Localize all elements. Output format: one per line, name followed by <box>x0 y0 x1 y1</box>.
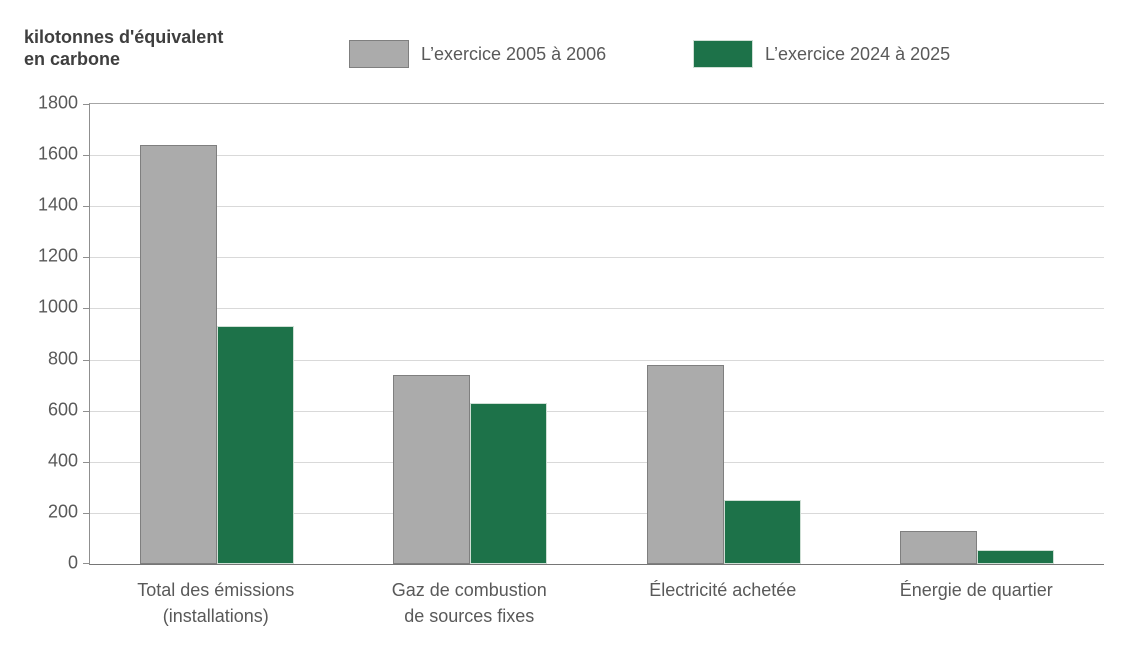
legend-label: L’exercice 2024 à 2025 <box>765 43 951 64</box>
bar <box>139 144 217 564</box>
legend-label: L’exercice 2005 à 2006 <box>421 43 607 64</box>
y-tick-label: 1200 <box>37 245 78 266</box>
gridline <box>90 410 1104 412</box>
axis-tick <box>83 359 90 361</box>
axis-tick <box>83 563 90 564</box>
legend-item-2005-2006: L’exercice 2005 à 2006 <box>349 39 606 69</box>
bar <box>646 364 724 564</box>
axis-tick <box>83 206 90 208</box>
bar <box>900 530 978 564</box>
legend-swatch-gray <box>349 40 409 68</box>
y-tick-label: 600 <box>47 399 78 420</box>
axis-tick <box>83 308 90 310</box>
y-tick-label: 0 <box>67 552 78 573</box>
bar <box>977 549 1055 564</box>
axis-tick <box>83 512 90 514</box>
axis-tick <box>83 257 90 259</box>
x-category-label: Total des émissions (installations) <box>137 580 295 626</box>
legend-swatch-green <box>693 40 753 68</box>
axis-tick <box>83 461 90 463</box>
gridline <box>90 308 1104 310</box>
bar <box>393 374 471 564</box>
legend-item-2024-2025: L’exercice 2024 à 2025 <box>693 39 950 69</box>
y-tick-label: 800 <box>47 348 78 369</box>
x-category-label: Gaz de combustion de sources fixes <box>391 580 547 626</box>
y-tick-label: 400 <box>47 450 78 471</box>
bar <box>470 403 548 564</box>
x-category-label: Électricité achetée <box>649 580 797 600</box>
y-axis-title: kilotonnes d'équivalent en carbone <box>24 26 223 70</box>
gridline <box>90 359 1104 361</box>
y-tick-label: 200 <box>47 501 78 522</box>
bar <box>216 326 294 564</box>
bar <box>723 500 801 564</box>
axis-tick <box>83 104 90 105</box>
axis-tick <box>83 410 90 412</box>
gridline <box>90 155 1104 157</box>
y-tick-label: 1400 <box>37 194 78 215</box>
y-tick-label: 1000 <box>37 296 78 317</box>
plot-area <box>83 103 1104 565</box>
y-axis-title-line2: en carbone <box>24 49 121 69</box>
y-tick-label: 1600 <box>37 143 78 164</box>
x-axis-labels: Total des émissions (installations) Gaz d… <box>89 577 1103 637</box>
gridline <box>90 206 1104 208</box>
gridline <box>90 257 1104 259</box>
gridline <box>90 512 1104 514</box>
x-category-label: Énergie de quartier <box>899 580 1053 600</box>
y-tick-label: 1800 <box>37 92 78 113</box>
axis-tick <box>83 155 90 157</box>
y-axis-title-line1: kilotonnes d'équivalent <box>24 27 224 47</box>
gridline <box>90 461 1104 463</box>
